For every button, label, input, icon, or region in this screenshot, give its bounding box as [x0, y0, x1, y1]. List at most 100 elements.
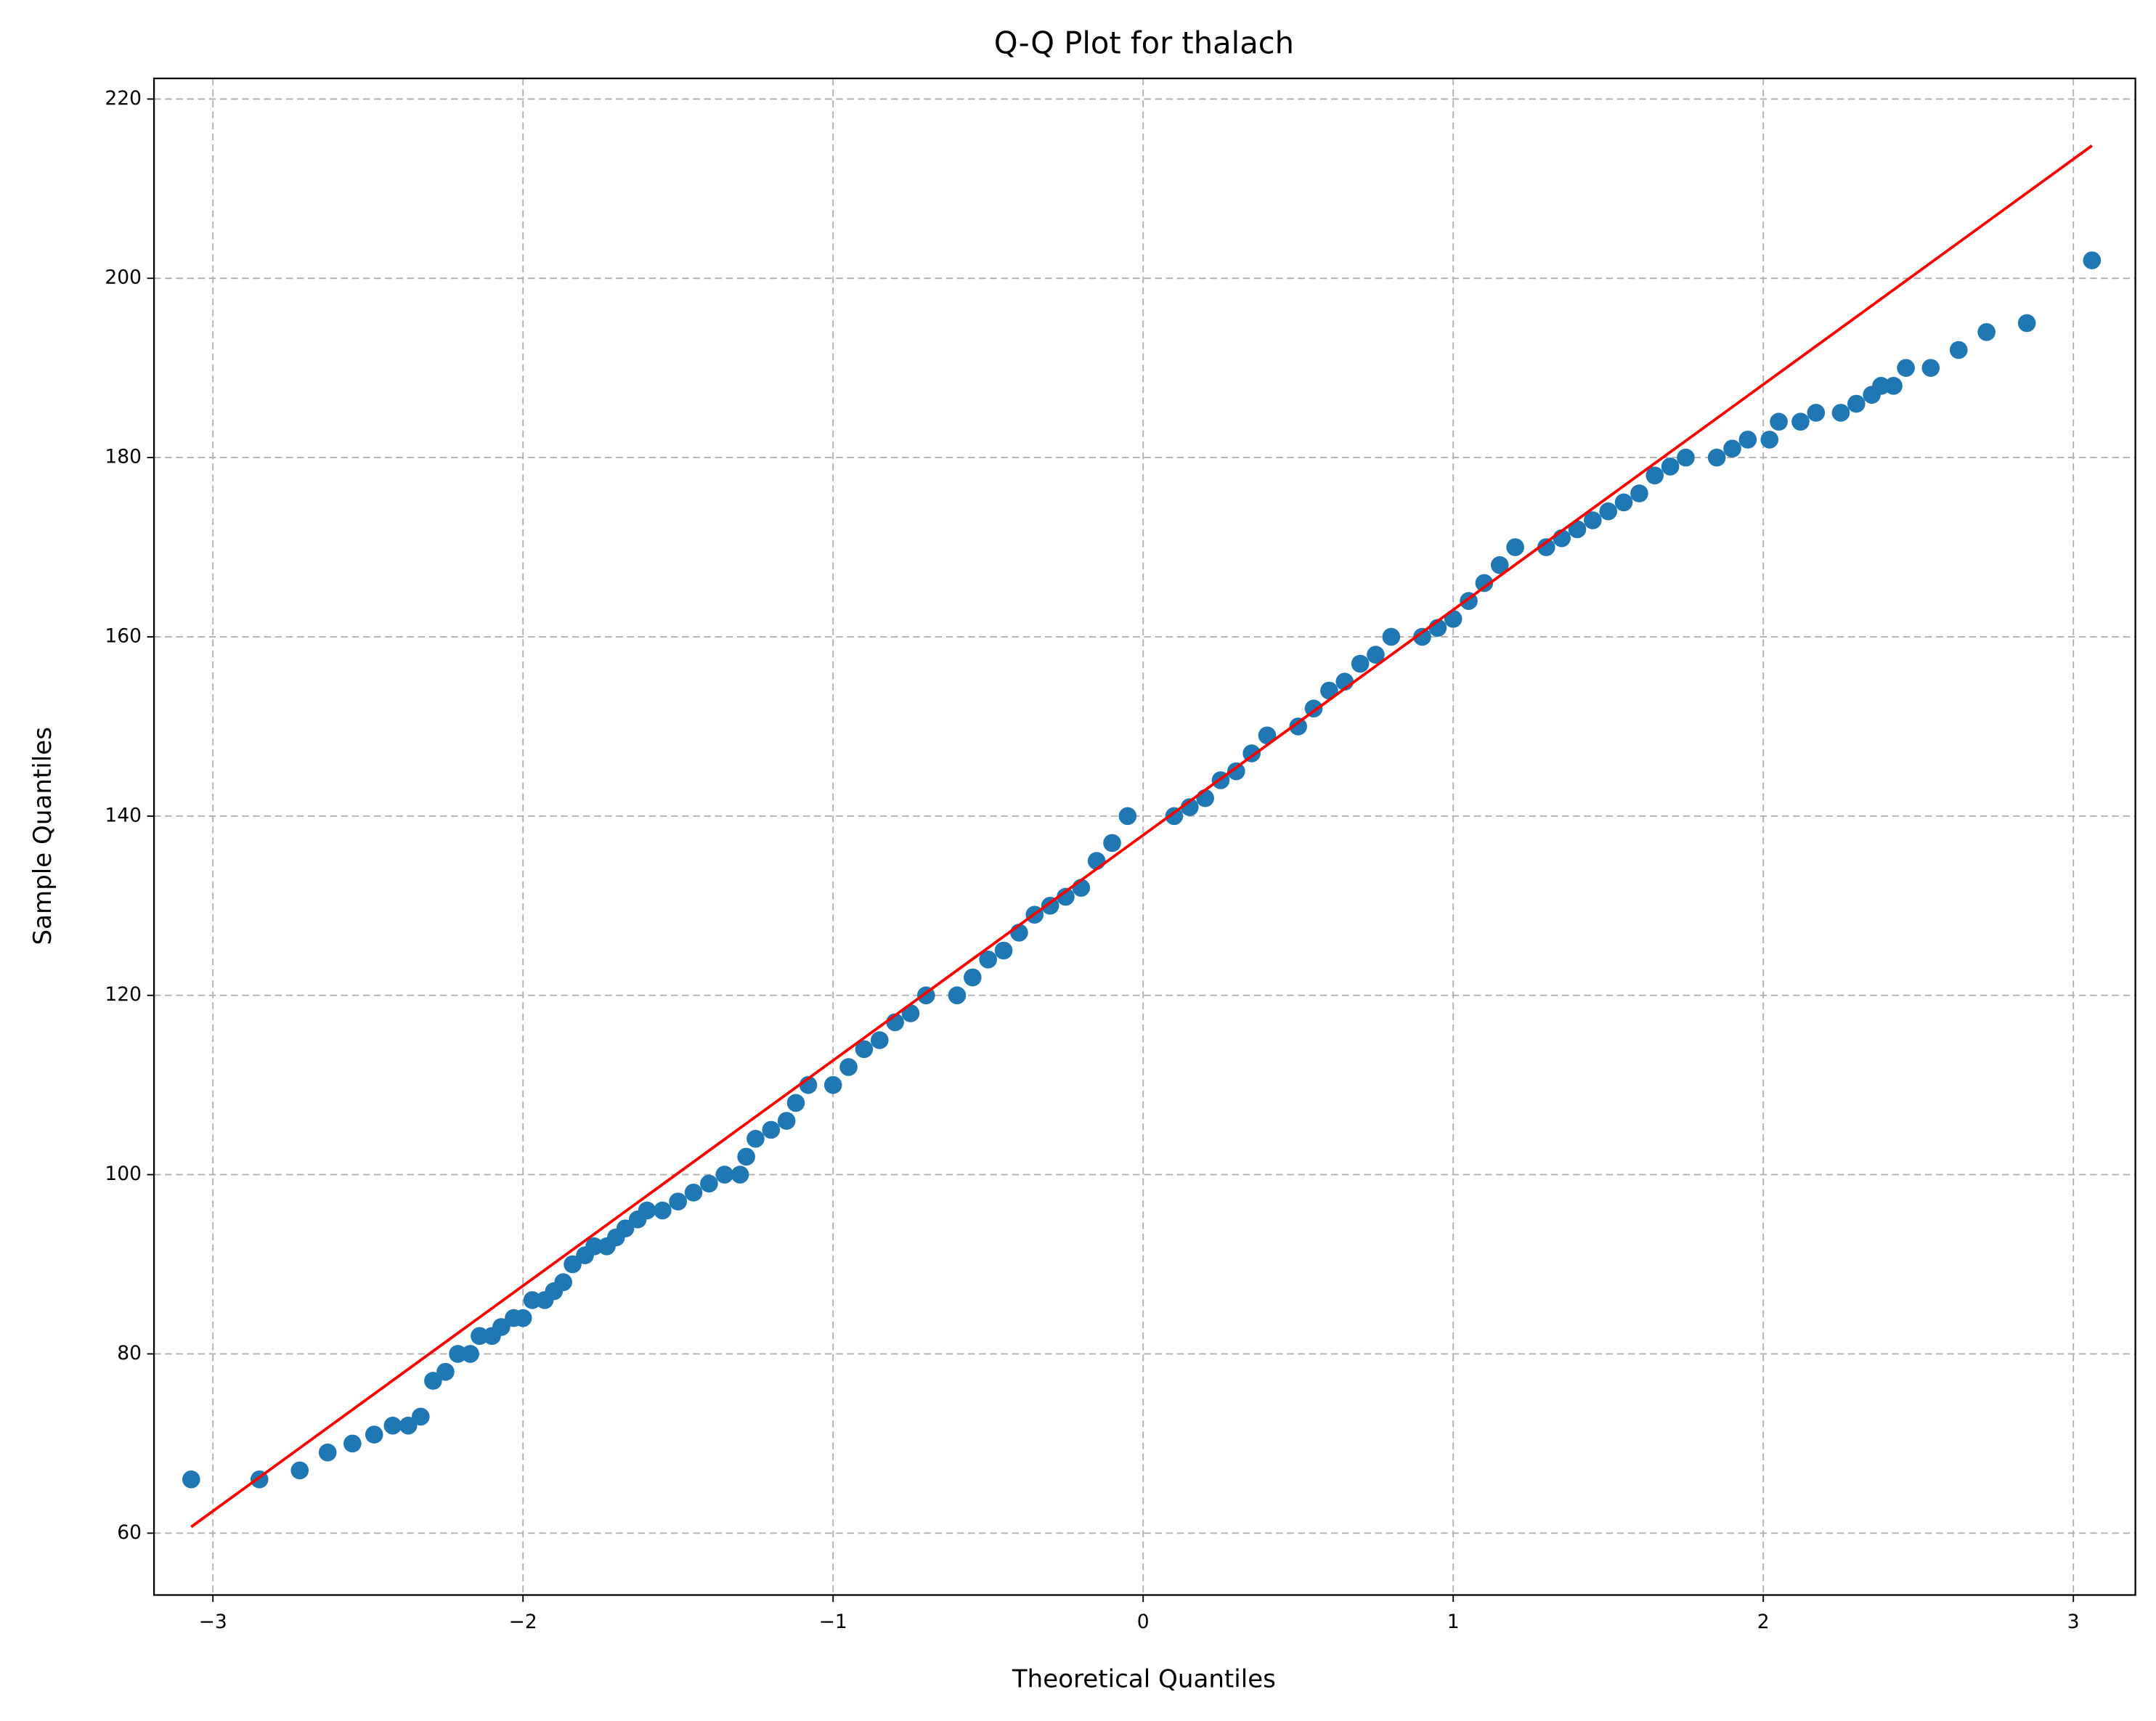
point	[436, 1362, 455, 1381]
point	[979, 951, 998, 969]
point	[1568, 520, 1587, 539]
y-tick-label: 60	[117, 1521, 142, 1544]
point	[2083, 251, 2102, 269]
point	[1738, 431, 1757, 449]
point	[182, 1470, 200, 1489]
y-tick-label: 160	[105, 624, 142, 647]
point	[1180, 798, 1199, 816]
point	[399, 1416, 418, 1435]
point	[715, 1165, 734, 1184]
point	[554, 1273, 573, 1292]
point	[654, 1201, 672, 1220]
point	[786, 1094, 805, 1112]
point	[1087, 852, 1106, 870]
y-tick-label: 120	[105, 983, 142, 1006]
point	[1677, 448, 1695, 467]
point	[461, 1345, 479, 1363]
point	[1872, 377, 1890, 395]
point	[1646, 466, 1664, 485]
x-tick-label: 1	[1447, 1611, 1460, 1633]
point	[1630, 484, 1648, 503]
y-tick-label: 220	[105, 87, 142, 110]
point	[1382, 627, 1401, 646]
point	[585, 1237, 603, 1256]
point	[1506, 538, 1524, 556]
point	[1351, 654, 1370, 673]
point	[737, 1147, 755, 1166]
y-axis-label: Sample Quantiles	[28, 727, 57, 945]
fit-line	[190, 145, 2093, 1529]
point	[513, 1309, 532, 1327]
y-tick-label: 100	[105, 1163, 142, 1185]
point	[1723, 439, 1741, 458]
x-axis-label: Theoretical Quantiles	[1012, 1664, 1276, 1693]
point	[1599, 502, 1618, 521]
point	[492, 1318, 510, 1336]
y-tick-label: 140	[105, 804, 142, 826]
point	[855, 1040, 874, 1059]
point	[870, 1031, 889, 1049]
point	[616, 1219, 635, 1237]
point	[1807, 404, 1826, 422]
point	[1537, 538, 1555, 556]
point	[2017, 314, 2036, 333]
point	[747, 1129, 765, 1148]
point	[1661, 457, 1680, 476]
point	[1258, 726, 1277, 745]
point	[1584, 511, 1602, 529]
point	[684, 1183, 703, 1202]
x-tick-label: 2	[1757, 1611, 1770, 1633]
point	[823, 1075, 842, 1094]
point	[1831, 404, 1850, 422]
point	[365, 1425, 383, 1444]
point	[523, 1291, 542, 1309]
point	[564, 1255, 582, 1274]
point	[424, 1372, 442, 1390]
point	[1707, 448, 1726, 467]
plot-frame	[152, 77, 2136, 1596]
point	[1041, 896, 1059, 915]
point	[1103, 834, 1121, 853]
point	[1847, 394, 1866, 413]
y-tick-label: 180	[105, 446, 142, 468]
y-tick-label: 80	[117, 1342, 142, 1364]
point	[1791, 412, 1810, 431]
point	[1760, 431, 1779, 449]
point	[471, 1327, 489, 1346]
chart-title: Q-Q Plot for thalach	[994, 25, 1294, 61]
point	[318, 1443, 337, 1462]
point	[343, 1434, 362, 1453]
point	[1196, 789, 1214, 807]
point	[1490, 556, 1509, 574]
point	[1770, 412, 1788, 431]
x-tick-label: −3	[199, 1611, 227, 1633]
point	[1057, 887, 1075, 906]
point	[1884, 377, 1903, 395]
point	[449, 1345, 467, 1363]
point	[700, 1174, 718, 1193]
x-tick-label: 3	[2067, 1611, 2080, 1633]
point	[383, 1416, 402, 1435]
point	[1165, 807, 1184, 826]
point	[731, 1165, 749, 1184]
point	[1614, 493, 1633, 512]
x-tick-label: −1	[819, 1611, 847, 1633]
x-tick-label: 0	[1137, 1611, 1150, 1633]
y-tick-label: 200	[105, 267, 142, 289]
point	[1227, 762, 1245, 781]
point	[290, 1461, 309, 1480]
x-tick-label: −2	[509, 1611, 537, 1633]
point	[669, 1192, 688, 1211]
point	[994, 941, 1013, 960]
point	[762, 1120, 781, 1139]
point	[1413, 627, 1431, 646]
point	[1367, 646, 1385, 664]
point	[1118, 807, 1137, 826]
point	[411, 1407, 430, 1426]
point	[1475, 574, 1494, 593]
point	[777, 1112, 796, 1130]
point	[948, 986, 967, 1005]
point	[1444, 609, 1463, 628]
